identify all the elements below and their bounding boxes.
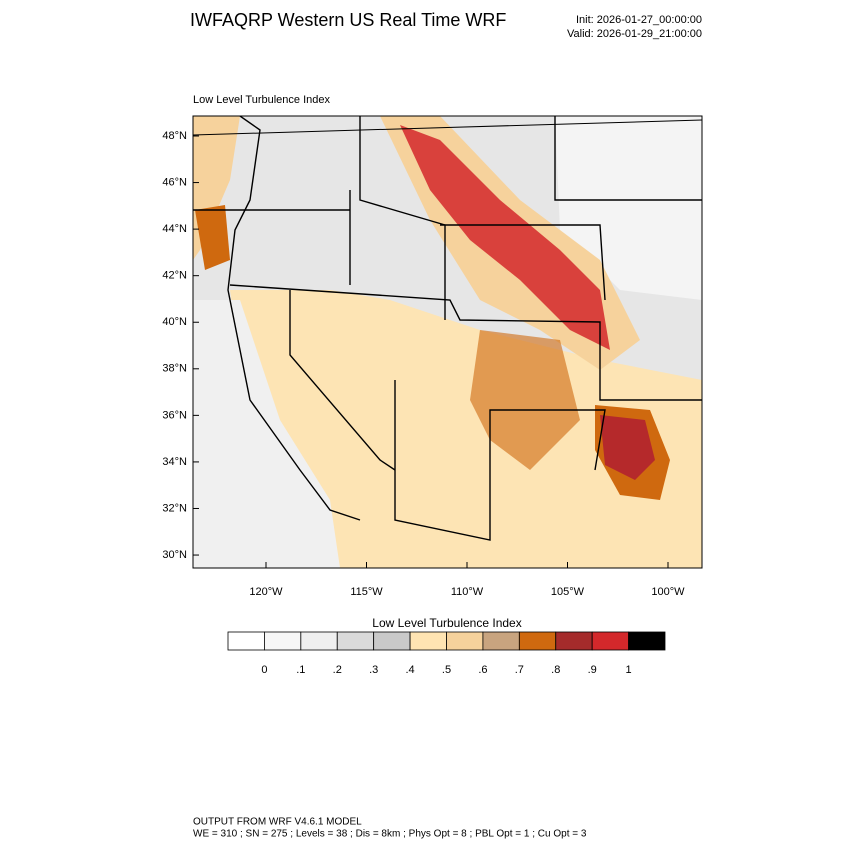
colorbar-label: .5	[442, 664, 451, 676]
colorbar-label: .7	[515, 664, 524, 676]
colorbar-label: 0	[261, 664, 267, 676]
footer-line: WE = 310 ; SN = 275 ; Levels = 38 ; Dis …	[193, 829, 587, 840]
colorbar-box	[300, 631, 338, 651]
field-shade	[400, 125, 610, 350]
lon-tick-label: 120°W	[249, 586, 283, 598]
colorbar-label: .2	[333, 664, 342, 676]
colorbar-box	[591, 631, 629, 651]
lat-tick-label: 34°N	[162, 456, 187, 468]
lat-tick-label: 44°N	[162, 223, 187, 235]
field-shade	[195, 205, 230, 270]
colorbar-box	[227, 631, 265, 651]
colorbar-box	[409, 631, 447, 651]
colorbar-label: .9	[588, 664, 597, 676]
colorbar-label: .6	[478, 664, 487, 676]
lon-tick-label: 110°W	[451, 586, 484, 598]
map	[192, 115, 703, 569]
lat-tick-label: 40°N	[162, 316, 187, 328]
lon-tick-label: 100°W	[651, 586, 685, 598]
boundaries	[193, 116, 702, 541]
colorbar-label: .8	[551, 664, 560, 676]
lon-tick-label: 115°W	[350, 586, 383, 598]
map-subtitle: Low Level Turbulence Index	[193, 94, 330, 106]
colorbar-box	[336, 631, 375, 651]
lat-tick-label: 48°N	[162, 130, 187, 142]
lat-tick-label: 30°N	[162, 549, 187, 561]
colorbar-box	[446, 631, 484, 651]
title: IWFAQRP Western US Real Time WRF	[190, 10, 506, 30]
footer-line: OUTPUT FROM WRF V4.6.1 MODEL	[193, 817, 362, 828]
colorbar-box	[555, 631, 593, 651]
lon-tick-label: 105°W	[551, 586, 585, 598]
map-frame	[192, 115, 703, 569]
colorbar-label: .1	[296, 664, 305, 676]
lat-tick-label: 36°N	[162, 409, 187, 421]
lat-tick-label: 42°N	[162, 270, 187, 282]
colorbar-title: Low Level Turbulence Index	[372, 616, 521, 630]
lat-tick-label: 32°N	[162, 502, 187, 514]
valid-time: Valid: 2026-01-29_21:00:00	[567, 28, 702, 40]
field-shade	[470, 330, 580, 470]
colorbar-box	[373, 631, 411, 651]
init-time: Init: 2026-01-27_00:00:00	[576, 14, 702, 26]
lat-tick-label: 38°N	[162, 363, 187, 375]
colorbar-box	[264, 631, 302, 651]
colorbar-label: .3	[369, 664, 378, 676]
lat-tick-label: 46°N	[162, 176, 187, 188]
colorbar-label: 1	[626, 664, 632, 676]
colorbar-box	[518, 631, 557, 651]
colorbar-label: .4	[405, 664, 414, 676]
colorbar-box	[482, 631, 520, 651]
field-shade	[193, 300, 340, 568]
field-shade	[600, 415, 655, 480]
colorbar-box	[628, 631, 666, 651]
